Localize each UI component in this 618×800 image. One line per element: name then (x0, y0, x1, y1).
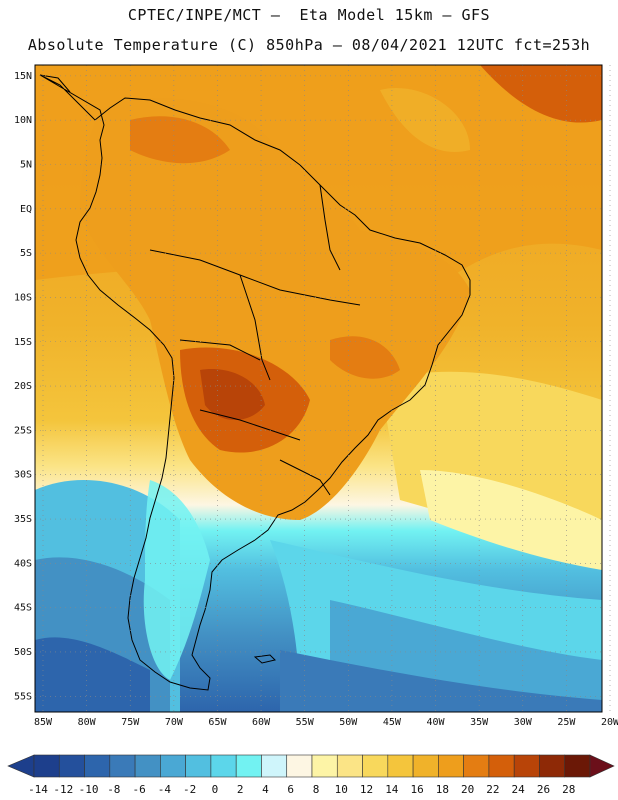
colorbar-label: -14 (28, 783, 48, 796)
colorbar-label: -10 (79, 783, 99, 796)
colorbar-swatch (539, 754, 566, 778)
colorbar-label: 22 (486, 783, 499, 796)
colorbar-swatch (185, 754, 212, 778)
colorbar-swatch (58, 754, 85, 778)
colorbar-swatch (286, 754, 313, 778)
lon-label: 40W (427, 717, 446, 728)
colorbar-swatch (463, 754, 490, 778)
colorbar-label: 6 (287, 783, 294, 796)
colorbar-label: 2 (237, 783, 244, 796)
map-field (35, 65, 602, 712)
colorbar-label: 28 (562, 783, 575, 796)
latitude-labels: 15N 10N 5N EQ 5S 10S 15S 20S 25S 30S 35S 40S 45S 50S 5… (14, 71, 32, 702)
colorbar-swatch (261, 754, 288, 778)
lon-label: 75W (121, 717, 140, 728)
colorbar-label: 26 (537, 783, 550, 796)
lat-label: 15S (14, 337, 32, 348)
colorbar-swatch (412, 754, 439, 778)
colorbar-label: 18 (436, 783, 449, 796)
colorbar-swatch (33, 754, 60, 778)
colorbar-label: -8 (107, 783, 120, 796)
colorbar-label: 12 (360, 783, 373, 796)
lat-label: 40S (14, 558, 32, 569)
lat-label: 5N (20, 159, 32, 170)
colorbar-swatch (336, 754, 363, 778)
colorbar-label: 24 (512, 783, 526, 796)
lon-label: 65W (208, 717, 227, 728)
colorbar-swatch (438, 754, 464, 778)
colorbar-label: -2 (183, 783, 196, 796)
colorbar-swatch (311, 754, 338, 778)
lat-label: 30S (14, 470, 32, 481)
colorbar-swatch (210, 754, 237, 778)
colorbar-swatch (84, 754, 111, 778)
colorbar-label: 8 (313, 783, 320, 796)
lon-label: 25W (557, 717, 576, 728)
lon-label: 35W (470, 717, 489, 728)
longitude-labels: 85W 80W 75W 70W 65W 60W 55W 50W 45W 40W 35W 30W 25W 2… (34, 717, 618, 728)
colorbar-arrow-high (589, 754, 615, 778)
lat-label: EQ (20, 204, 32, 215)
map-frame (34, 64, 603, 713)
title-line-2: Absolute Temperature (C) 850hPa – 08/04/… (27, 36, 591, 54)
colorbar-label: 20 (461, 783, 474, 796)
lat-label: 10S (14, 292, 32, 303)
colorbar-label: -6 (132, 783, 145, 796)
coastlines (39, 74, 471, 691)
lat-label: 20S (14, 381, 32, 392)
colorbar-swatch (134, 754, 161, 778)
colorbar-label: 0 (212, 783, 219, 796)
colorbar-swatch (488, 754, 515, 778)
lon-label: 60W (252, 717, 271, 728)
lon-label: 50W (339, 717, 358, 728)
colorbar-swatch (387, 754, 414, 778)
title-line-1: CPTEC/INPE/MCT – Eta Model 15km – GFS (127, 6, 491, 24)
lon-label: 20W (601, 717, 618, 728)
lat-label: 10N (14, 115, 32, 126)
colorbar: -14 -12 -10 -8 -6 -4 -2 0 2 4 6 8 10 12 14 16 18 20 22 24 26… (7, 754, 615, 796)
colorbar-swatch (513, 754, 540, 778)
lon-label: 80W (78, 717, 97, 728)
lat-label: 55S (14, 691, 32, 702)
lat-label: 50S (14, 647, 32, 658)
lon-label: 70W (165, 717, 184, 728)
lon-label: 45W (383, 717, 402, 728)
lon-label: 85W (34, 717, 53, 728)
lon-label: 55W (296, 717, 315, 728)
lat-label: 35S (14, 514, 32, 525)
colorbar-label: 4 (262, 783, 269, 796)
lon-label: 30W (514, 717, 533, 728)
colorbar-label: -12 (53, 783, 73, 796)
colorbar-label: 16 (410, 783, 423, 796)
colorbar-swatch (362, 754, 389, 778)
lat-label: 5S (20, 248, 32, 259)
colorbar-swatch (109, 754, 136, 778)
colorbar-swatch (564, 754, 591, 778)
colorbar-swatch (160, 754, 186, 778)
colorbar-label: 10 (335, 783, 348, 796)
colorbar-arrow-low (7, 754, 35, 778)
lat-label: 25S (14, 425, 32, 436)
lat-label: 15N (14, 71, 32, 82)
colorbar-label: -4 (158, 783, 172, 796)
lat-label: 45S (14, 603, 32, 614)
colorbar-swatch (235, 754, 262, 778)
colorbar-label: 14 (385, 783, 399, 796)
